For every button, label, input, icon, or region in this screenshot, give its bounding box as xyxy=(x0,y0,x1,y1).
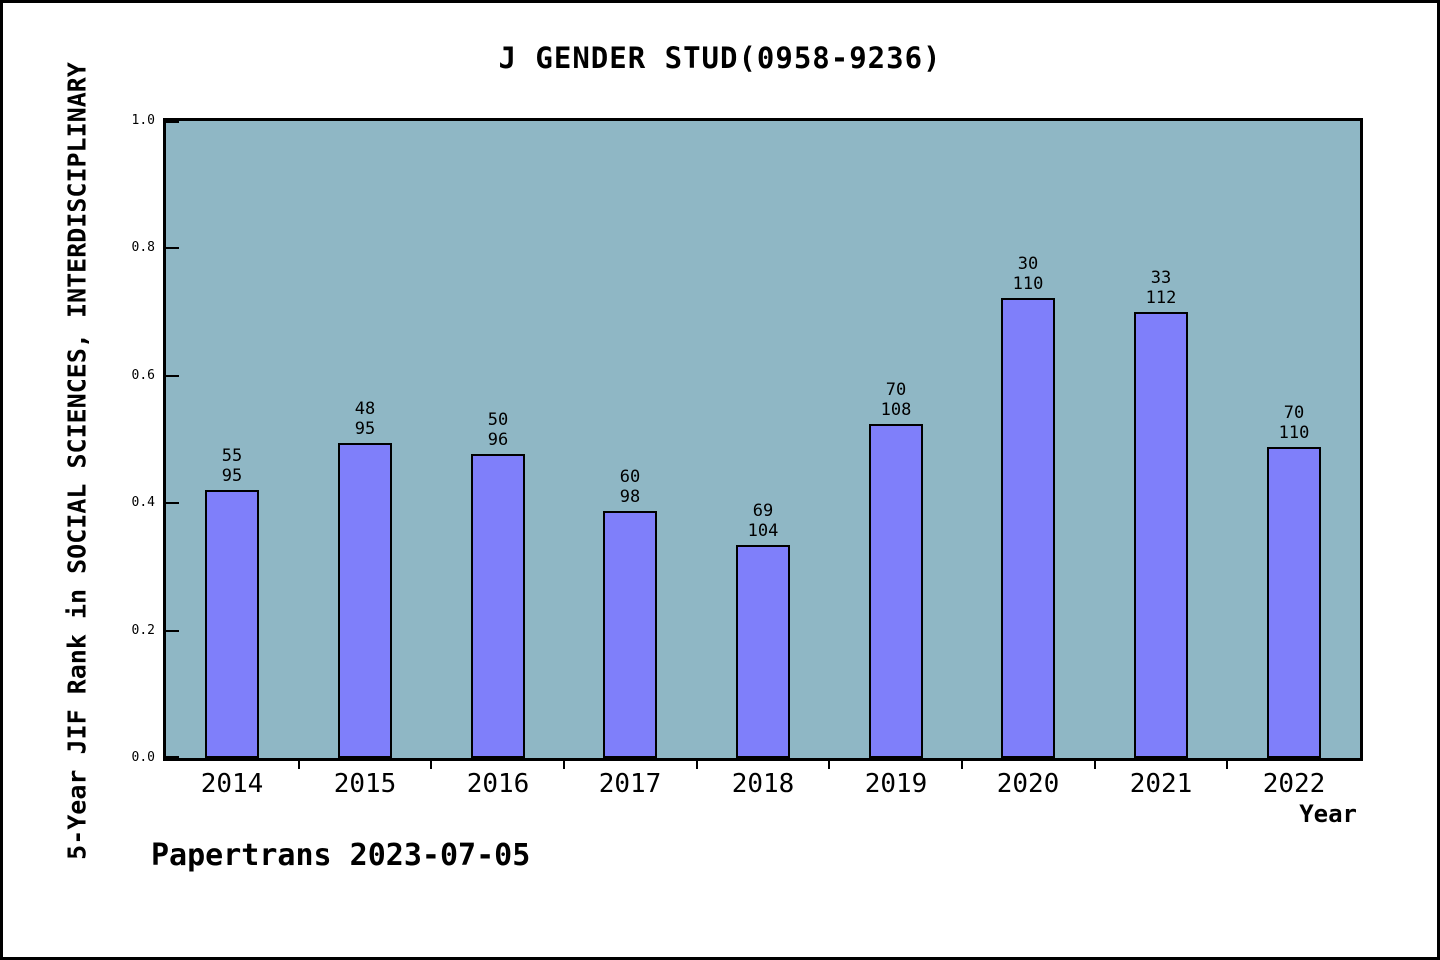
x-minor-tick xyxy=(1226,761,1228,769)
x-minor-tick xyxy=(1094,761,1096,769)
x-tick-label: 2022 xyxy=(1262,769,1326,799)
bar xyxy=(1001,298,1055,758)
x-minor-tick xyxy=(961,761,963,769)
bar-value-label: 60 98 xyxy=(619,467,641,507)
y-tick-label: 0.6 xyxy=(131,367,155,383)
bar-value-label: 69 104 xyxy=(747,501,779,541)
x-tick-label: 2017 xyxy=(598,769,662,799)
x-minor-tick xyxy=(430,761,432,769)
x-tick-label: 2018 xyxy=(731,769,795,799)
y-tick-label: 0.4 xyxy=(131,495,155,511)
bar-value-label: 30 110 xyxy=(1012,254,1044,294)
x-tick-label: 2014 xyxy=(200,769,264,799)
bar xyxy=(869,424,923,758)
bar-value-label: 33 112 xyxy=(1145,268,1177,308)
bar xyxy=(736,545,790,758)
x-tick-label: 2015 xyxy=(333,769,397,799)
bar xyxy=(205,490,259,758)
watermark-text: Papertrans 2023-07-05 xyxy=(151,838,531,873)
x-minor-tick xyxy=(828,761,830,769)
y-tick-label: 1.0 xyxy=(131,113,155,128)
chart-title: J GENDER STUD(0958-9236) xyxy=(498,41,942,75)
bar-value-label: 70 108 xyxy=(880,380,912,420)
y-tick-mark xyxy=(166,629,179,632)
bar xyxy=(338,443,392,758)
y-tick-label: 0.0 xyxy=(131,750,155,765)
bar xyxy=(1267,447,1321,758)
x-tick-label: 2021 xyxy=(1129,769,1193,799)
y-tick-mark xyxy=(166,502,179,505)
bar-value-label: 55 95 xyxy=(221,446,243,486)
y-tick-mark xyxy=(166,374,179,377)
y-tick-mark xyxy=(166,247,179,250)
y-tick-mark xyxy=(166,756,179,758)
x-tick-label: 2016 xyxy=(466,769,530,799)
bar-value-label: 48 95 xyxy=(354,399,376,439)
y-tick-label: 0.8 xyxy=(131,240,155,256)
x-minor-tick xyxy=(696,761,698,769)
x-tick-label: 2020 xyxy=(996,769,1060,799)
bar xyxy=(1134,312,1188,758)
bar-value-label: 70 110 xyxy=(1278,403,1310,443)
plot-area: 55 95 48 95 50 96 60 98 69 104 70 108 30 110 33… xyxy=(163,118,1363,761)
x-tick-label: 2019 xyxy=(864,769,928,799)
y-axis-title: 5-Year JIF Rank in SOCIAL SCIENCES, INTE… xyxy=(62,62,92,860)
bar xyxy=(471,454,525,758)
y-tick-mark xyxy=(166,121,179,123)
bar-value-label: 50 96 xyxy=(487,410,509,450)
x-minor-tick xyxy=(298,761,300,769)
bar xyxy=(603,511,657,758)
y-tick-label: 0.2 xyxy=(131,622,155,638)
x-minor-tick xyxy=(563,761,565,769)
x-axis-title: Year xyxy=(1299,800,1357,828)
